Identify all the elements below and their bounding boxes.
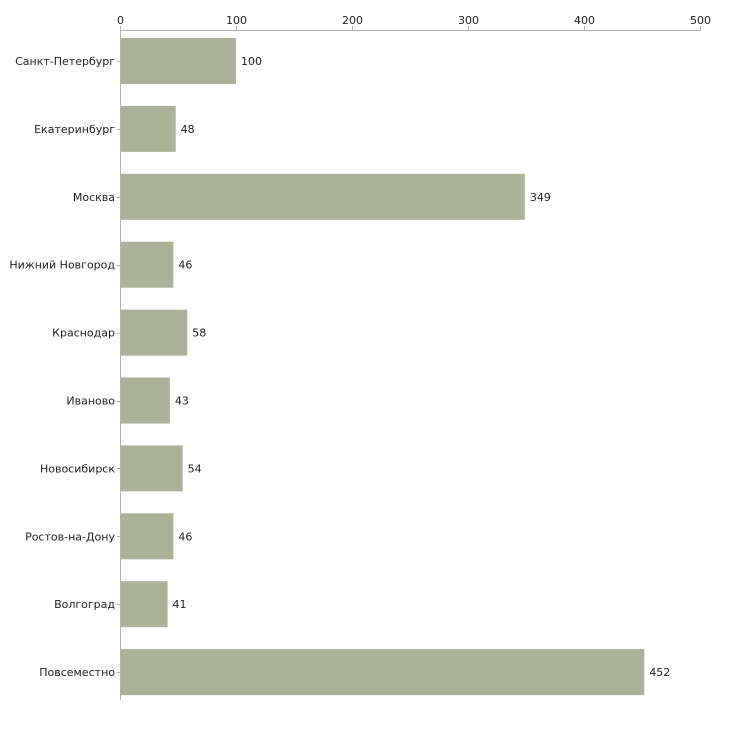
- bar: [121, 38, 236, 84]
- category-label: Иваново: [66, 395, 115, 408]
- x-tick-label: 300: [458, 14, 479, 27]
- value-label: 100: [241, 55, 262, 68]
- value-label: 46: [178, 259, 192, 272]
- value-label: 349: [530, 191, 551, 204]
- bar: [121, 173, 525, 220]
- bar: [121, 649, 645, 696]
- category-label: Санкт-Петербург: [15, 55, 115, 68]
- value-label: 54: [188, 462, 202, 475]
- x-tick-label: 400: [574, 14, 595, 27]
- category-label: Волгоград: [54, 598, 115, 611]
- category-label: Ростов-на-Дону: [25, 530, 115, 543]
- bar: [121, 513, 174, 560]
- x-axis: 0 100 200 300 400 500: [117, 14, 711, 31]
- bar: [121, 445, 183, 492]
- value-label: 58: [192, 327, 206, 340]
- category-label: Екатеринбург: [34, 123, 115, 136]
- bars: [121, 38, 645, 696]
- bar: [121, 105, 176, 152]
- x-tick-label: 500: [690, 14, 711, 27]
- value-label: 41: [173, 598, 187, 611]
- data-labels: 100 48 349 46 58 43 54 46 41 452: [173, 55, 671, 679]
- category-label: Нижний Новгород: [9, 259, 115, 272]
- x-tick-label: 0: [117, 14, 124, 27]
- value-label: 46: [178, 530, 192, 543]
- category-label: Повсеместно: [39, 666, 115, 679]
- value-label: 452: [649, 666, 670, 679]
- value-label: 43: [175, 395, 189, 408]
- value-label: 48: [181, 123, 195, 136]
- category-label: Новосибирск: [40, 462, 115, 475]
- x-tick-label: 100: [226, 14, 247, 27]
- category-label: Москва: [73, 191, 115, 204]
- x-tick-label: 200: [342, 14, 363, 27]
- category-label: Краснодар: [52, 327, 115, 340]
- bar: [121, 581, 168, 628]
- bar: [121, 241, 174, 288]
- bar: [121, 377, 170, 424]
- bar: [121, 309, 188, 356]
- y-axis: Санкт-Петербург Екатеринбург Москва Нижний …: [9, 30, 121, 700]
